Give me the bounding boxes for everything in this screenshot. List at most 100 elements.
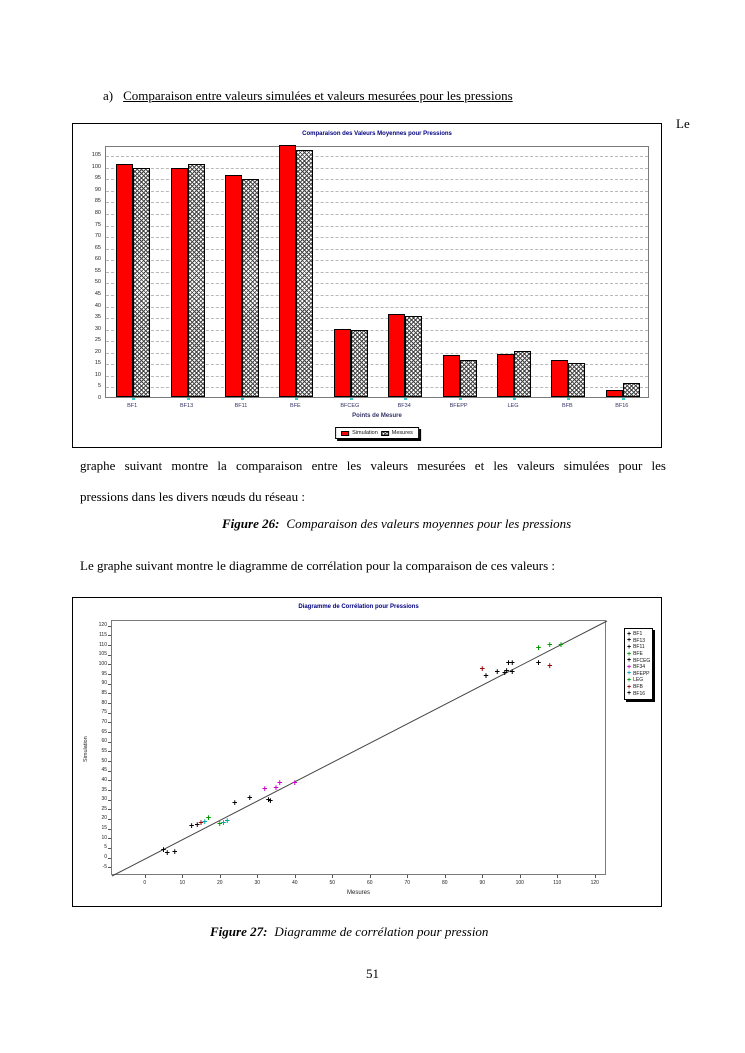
scatter-x-tick-label: 0 <box>143 880 147 886</box>
figure-26-bar-chart: Comparaison des Valeurs Moyennes pour Pr… <box>72 123 662 448</box>
legend-marker-BFE: + <box>627 650 632 658</box>
scatter-point-BFEPP: + <box>202 816 208 827</box>
legend-label-BF34: BF34 <box>633 664 646 671</box>
scatter-point-BF1: + <box>483 670 489 681</box>
scatter-y-tick <box>108 674 111 676</box>
scatter-y-tick-label: 70 <box>101 718 107 725</box>
y-tick-label: 105 <box>91 152 101 159</box>
scatter-legend-item-LEG: + LEG <box>627 677 650 684</box>
y-gridline <box>106 237 648 239</box>
scatter-y-tick-label: 20 <box>101 815 107 822</box>
scatter-point-BF34: + <box>273 782 279 793</box>
scatter-point-BF13: + <box>509 657 515 668</box>
scatter-x-tick <box>257 875 259 878</box>
y-gridline <box>106 387 648 389</box>
scatter-y-tick <box>108 828 111 830</box>
bar-simulation-BF34 <box>388 313 406 397</box>
y-gridline <box>106 156 648 158</box>
scatter-y-tick-label: 105 <box>98 651 107 658</box>
y-tick-label: 55 <box>94 267 101 274</box>
scatter-y-tick <box>108 847 111 849</box>
y-tick-label: 45 <box>94 290 101 297</box>
y-tick-label: 90 <box>94 186 101 193</box>
y-tick-label: 95 <box>94 175 101 182</box>
scatter-x-tick-label: 70 <box>404 880 411 886</box>
y-gridline <box>106 271 648 273</box>
figure-27-caption-text: Diagramme de corrélation pour pression <box>274 924 489 939</box>
legend-label-BF1: BF1 <box>633 631 643 638</box>
x-axis-tick <box>567 398 571 400</box>
scatter-x-tick-label: 50 <box>329 880 336 886</box>
legend-label-BF13: BF13 <box>633 637 646 644</box>
scatter-y-tick-label: 5 <box>104 844 107 851</box>
y-gridline <box>106 190 648 192</box>
section-heading: a) Comparaison entre valeurs simulées et … <box>103 88 513 104</box>
scatter-legend-item-BFCEG: + BFCEG <box>627 657 650 664</box>
legend-label-LEG: LEG <box>633 677 644 684</box>
figure-27-label: Figure 27: <box>210 924 268 939</box>
scatter-x-tick-label: 60 <box>366 880 373 886</box>
bar-plot-area <box>105 145 649 400</box>
x-category-label: BF11 <box>234 403 248 409</box>
y-tick-label: 80 <box>94 210 101 217</box>
scatter-y-tick-label: 80 <box>101 699 107 706</box>
scatter-legend-item-BF34: + BF34 <box>627 664 650 671</box>
scatter-point-BF34: + <box>292 777 298 788</box>
scatter-point-BFB: + <box>479 663 485 674</box>
scatter-x-tick <box>332 875 334 878</box>
y-tick-label: 10 <box>94 371 101 378</box>
scatter-x-tick-label: 10 <box>179 880 186 886</box>
y-tick-label: 60 <box>94 256 101 263</box>
x-axis-tick <box>458 398 462 400</box>
y-tick-label: 100 <box>91 163 101 170</box>
y-gridline <box>106 260 648 262</box>
bar-mesures-BF13 <box>187 163 205 397</box>
identity-line <box>111 620 608 877</box>
scatter-y-tick-label: 50 <box>101 757 107 764</box>
x-axis-tick <box>349 398 353 400</box>
scatter-point-BF13: + <box>505 657 512 667</box>
paragraph-2: Le graphe suivant montre le diagramme de… <box>80 558 556 573</box>
y-gridline <box>106 248 648 250</box>
scatter-point-BF16: + <box>160 844 167 855</box>
scatter-point-BF16: + <box>188 820 195 831</box>
legend-label-BF11: BF11 <box>633 644 645 651</box>
x-category-label: BFE <box>290 403 301 409</box>
page-number: 51 <box>366 966 379 981</box>
scatter-y-tick <box>108 722 111 724</box>
scatter-point-BFCEG: + <box>247 792 253 803</box>
scatter-x-tick <box>144 875 146 878</box>
y-gridline <box>106 214 648 216</box>
scatter-y-tick-label: 115 <box>99 631 107 638</box>
scatter-x-tick <box>444 875 446 878</box>
x-axis-tick <box>295 398 299 400</box>
bar-simulation-BF11 <box>225 175 242 397</box>
y-gridline <box>106 167 648 169</box>
scatter-point-BF1: + <box>502 667 508 678</box>
scatter-x-tick-label: 20 <box>216 880 223 886</box>
y-gridline <box>106 318 648 320</box>
scatter-y-tick-label: 90 <box>101 680 107 687</box>
y-tick-label: 85 <box>94 198 101 205</box>
scatter-y-tick-label: 35 <box>101 786 107 793</box>
scatter-point-BFB: + <box>198 817 204 828</box>
scatter-point-BF16: + <box>164 847 170 858</box>
bar-mesures-BFCEG <box>350 329 368 397</box>
y-gridline <box>106 341 648 343</box>
x-category-label: BFB <box>562 403 573 409</box>
y-gridline <box>106 179 648 181</box>
bar-mesures-BF16 <box>622 383 640 397</box>
y-tick-label: 0 <box>97 395 101 401</box>
legend-label-mesures: Mesures <box>391 430 413 436</box>
y-gridline <box>106 364 648 366</box>
x-category-label: LEG <box>507 403 519 409</box>
scatter-legend-item-BF11: + BF11 <box>627 644 650 651</box>
scatter-point-BF13: + <box>503 665 510 676</box>
heading-prefix: a) <box>103 88 114 103</box>
scatter-y-tick-label: 100 <box>98 660 107 667</box>
scatter-y-tick <box>108 867 111 869</box>
scatter-legend-item-BF13: + BF13 <box>627 637 650 644</box>
scatter-y-tick <box>108 645 111 647</box>
scatter-legend: + BF1 + BF13 + BF11 + BFE + BFCEG + BF34 + BFEPP + LEG +… <box>624 628 654 700</box>
scatter-y-tick-label: 85 <box>101 689 107 696</box>
